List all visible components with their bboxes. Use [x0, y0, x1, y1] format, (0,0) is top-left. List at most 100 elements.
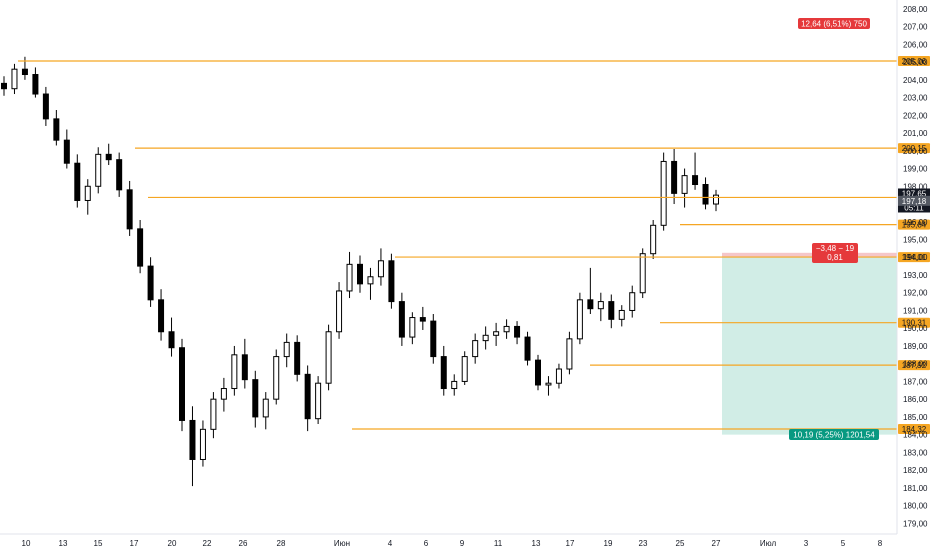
y-tick-label: 189,00 [903, 342, 928, 351]
level-tag-bg [898, 360, 930, 371]
y-tick-label: 186,00 [903, 395, 928, 404]
x-tick-label: 9 [460, 539, 465, 548]
candle-body [671, 160, 678, 194]
x-tick-label: 3 [804, 539, 809, 548]
candle-body [597, 301, 604, 310]
level-price-tag: 200,15 [898, 143, 930, 154]
y-tick-label: 191,00 [903, 306, 928, 315]
candle-body [482, 334, 489, 342]
y-tick-label: 182,00 [903, 466, 928, 475]
candle-body [713, 194, 719, 205]
candle-body [84, 185, 91, 201]
candle-body [514, 325, 521, 338]
candle-body [336, 290, 343, 333]
candle-body [147, 265, 154, 301]
y-tick-label: 196,00 [903, 218, 928, 227]
x-tick-label: 26 [239, 539, 248, 548]
candle-body [681, 175, 688, 194]
x-tick-label: 22 [203, 539, 212, 548]
y-tick-label: 192,00 [903, 289, 928, 298]
candle-body [283, 341, 290, 358]
candle-body [461, 356, 468, 382]
level-tag-bg [898, 252, 930, 263]
y-tick-label: 199,00 [903, 165, 928, 174]
x-tick-label: 20 [168, 539, 177, 548]
level-tag-text: 194,01 [902, 253, 927, 262]
candle-body [440, 356, 447, 390]
candle-body [53, 118, 60, 141]
candle-body [639, 253, 646, 294]
candle-body [252, 379, 259, 418]
y-tick-label: 201,00 [903, 129, 928, 138]
candle-body [660, 160, 667, 226]
y-tick-label: 195,00 [903, 236, 928, 245]
level-tag-text: 200,15 [902, 144, 927, 153]
stop-label-line1: −3,48 − 19 [816, 244, 855, 253]
candle-body [545, 382, 552, 386]
x-tick-label: 10 [22, 539, 31, 548]
candle-body [210, 398, 217, 430]
y-tick-label: 194,00 [903, 253, 928, 262]
candle-body [367, 276, 374, 285]
y-axis[interactable]: 179,00 180,00 181,00 182,00 183,00 184,00 185,… [896, 0, 928, 534]
level-price-tag: 187,92 [898, 360, 930, 371]
x-axis[interactable]: 10 13 15 17 20 22 26 28 Июн 4 6 9 11 13 17 19 23 25 27 Июл 3… [0, 533, 897, 548]
candle-body [419, 317, 426, 322]
candle-body [262, 398, 269, 418]
x-tick-label: 8 [878, 539, 883, 548]
candle-body [325, 331, 332, 384]
candle-body [587, 299, 594, 310]
candle-body [168, 331, 175, 349]
y-tick-label: 188,00 [903, 360, 928, 369]
x-tick-label: 23 [639, 539, 648, 548]
candle-body [618, 309, 625, 320]
candle-body [524, 336, 531, 361]
x-tick-label: 17 [130, 539, 139, 548]
candle-body [21, 68, 28, 76]
level-tag-bg [898, 143, 930, 154]
x-tick-label: 19 [604, 539, 613, 548]
x-tick-label: 13 [59, 539, 68, 548]
level-197-18-text: 197,18 [902, 197, 927, 206]
y-tick-label: 185,00 [903, 413, 928, 422]
level-price-tag: 184,32 [898, 423, 930, 434]
candle-body [629, 292, 636, 311]
x-tick-label: Июн [334, 539, 350, 548]
x-tick-label: 6 [424, 539, 429, 548]
level-tag-bg [898, 423, 930, 434]
y-tick-label: 200,00 [903, 147, 928, 156]
y-tick-label: 190,00 [903, 324, 928, 333]
candle-body [377, 260, 384, 278]
candle-body [179, 347, 185, 421]
candle-body [430, 320, 437, 358]
level-price-tag: 194,01 [898, 252, 930, 263]
candle-body [566, 338, 573, 370]
level-tag-text: 205,06 [902, 57, 927, 66]
candle-body [315, 382, 322, 420]
candle-body [95, 153, 102, 187]
level-tag-text: 184,32 [902, 425, 927, 434]
position-zone [722, 252, 897, 435]
candle-body [189, 419, 196, 460]
candle-body [555, 368, 562, 384]
candle-body [503, 325, 510, 333]
y-tick-label: 198,00 [903, 182, 928, 191]
y-tick-label: 206,00 [903, 40, 928, 49]
candle-body [451, 380, 458, 390]
candle-body [74, 162, 81, 201]
top-label: 12,64 (6,51%) 750 [798, 18, 870, 29]
candle-body [42, 93, 49, 120]
y-tick-label: 179,00 [903, 519, 928, 528]
candle-body [158, 299, 165, 333]
y-tick-label: 203,00 [903, 94, 928, 103]
level-tag-text: 190,31 [902, 319, 927, 328]
y-tick-label: 183,00 [903, 448, 928, 457]
y-tick-label: 187,00 [903, 377, 928, 386]
x-tick-label: 11 [494, 539, 503, 548]
candle-body [576, 299, 583, 340]
candle-body [346, 263, 353, 292]
candle-body [11, 68, 18, 90]
candle-body [137, 228, 144, 267]
